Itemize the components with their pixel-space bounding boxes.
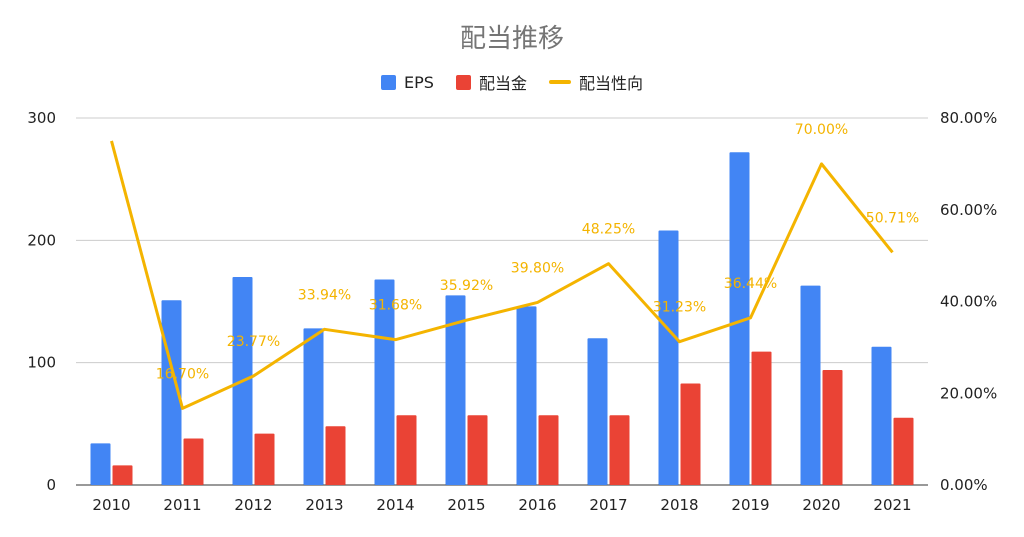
y-right-tick-label: 60.00%	[940, 201, 997, 219]
bar-dividend	[893, 417, 914, 485]
line-payout-ratio	[110, 140, 894, 410]
legend-item-payout-ratio: 配当性向	[548, 70, 643, 94]
legend-item-eps: EPS	[381, 70, 434, 94]
legend-label-eps: EPS	[404, 72, 434, 92]
legend-item-dividend: 配当金	[455, 70, 527, 94]
x-tick-label: 2010	[92, 496, 130, 514]
x-tick-label: 2020	[802, 496, 840, 514]
bar-dividend	[538, 415, 559, 485]
bar-dividend	[396, 415, 417, 485]
bar-dividend	[751, 351, 772, 485]
bar-eps	[871, 346, 892, 485]
bar-dividend	[254, 433, 275, 485]
y-left-tick-label: 300	[27, 109, 56, 127]
y-left-tick-label: 0	[46, 476, 56, 494]
bar-dividend	[183, 438, 204, 485]
x-tick-label: 2021	[873, 496, 911, 514]
y-right-tick-label: 0.00%	[940, 476, 988, 494]
x-tick-label: 2019	[731, 496, 769, 514]
y-right-tick-label: 20.00%	[940, 384, 997, 402]
x-tick-label: 2013	[305, 496, 343, 514]
data-label-payout-ratio: 33.94%	[298, 287, 351, 303]
data-label-payout-ratio: 16.70%	[156, 366, 209, 382]
data-label-payout-ratio: 35.92%	[440, 278, 493, 294]
bar-eps	[658, 230, 679, 485]
bar-dividend	[112, 465, 133, 485]
bar-eps	[374, 279, 395, 485]
chart-title: 配当推移	[459, 24, 564, 54]
x-tick-label: 2015	[447, 496, 485, 514]
y-right-tick-label: 40.00%	[940, 293, 997, 311]
x-tick-label: 2014	[376, 496, 414, 514]
bar-eps	[303, 328, 324, 485]
y-left-tick-label: 100	[27, 354, 56, 372]
bar-dividend	[822, 370, 843, 485]
bar-eps	[90, 443, 111, 485]
data-label-payout-ratio: 70.00%	[795, 122, 848, 138]
x-tick-label: 2017	[589, 496, 627, 514]
data-label-payout-ratio: 36.44%	[724, 276, 777, 292]
y-left-tick-label: 200	[27, 231, 56, 249]
bar-eps	[729, 152, 750, 485]
data-label-payout-ratio: 39.80%	[511, 260, 564, 276]
legend-swatch-payout-ratio	[548, 80, 571, 84]
data-label-payout-ratio: 31.68%	[369, 298, 422, 314]
legend-swatch-eps	[381, 74, 397, 90]
x-tick-label: 2011	[163, 496, 201, 514]
bar-dividend	[467, 415, 488, 485]
x-tick-label: 2016	[518, 496, 556, 514]
bar-dividend	[609, 415, 630, 485]
data-label-payout-ratio: 23.77%	[227, 334, 280, 350]
y-right-tick-label: 80.00%	[940, 109, 997, 127]
legend-label-dividend: 配当金	[478, 74, 527, 93]
bar-eps	[516, 306, 537, 485]
bar-dividend	[680, 383, 701, 485]
bar-dividend	[325, 426, 346, 485]
data-label-payout-ratio: 50.71%	[866, 210, 919, 226]
data-label-payout-ratio: 48.25%	[582, 222, 635, 238]
data-label-payout-ratio: 31.23%	[653, 300, 706, 316]
bar-eps	[445, 295, 466, 485]
legend-label-payout-ratio: 配当性向	[578, 74, 643, 93]
legend-swatch-dividend	[455, 74, 471, 90]
bar-eps	[587, 338, 608, 485]
x-tick-label: 2018	[660, 496, 698, 514]
bar-eps	[800, 285, 821, 485]
x-tick-label: 2012	[234, 496, 272, 514]
legend: EPS 配当金 配当性向	[0, 70, 1024, 94]
